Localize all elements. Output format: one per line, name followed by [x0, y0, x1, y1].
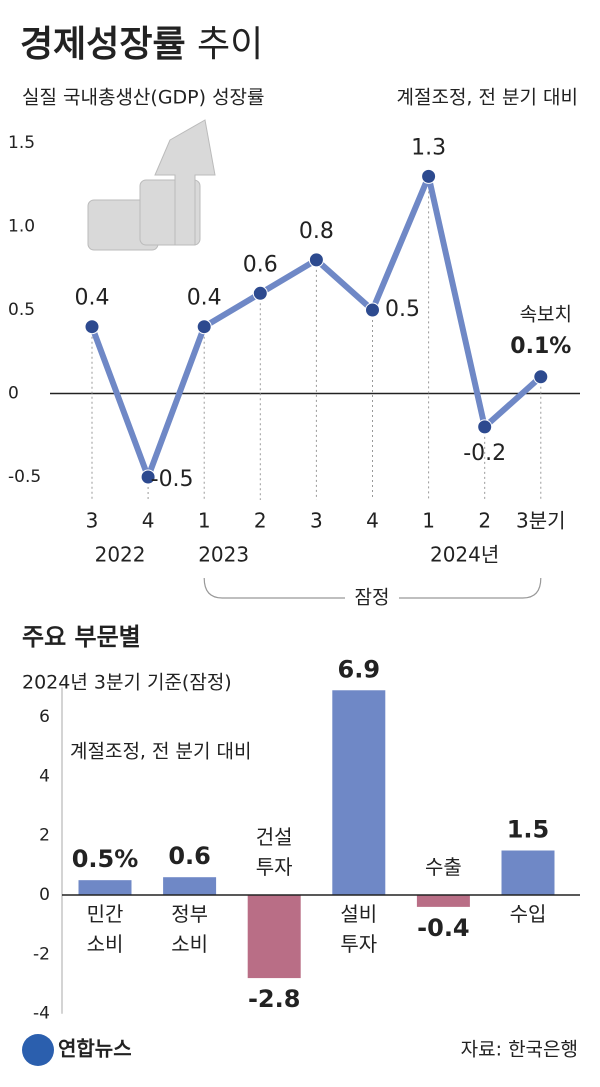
bar-subtitle: 2024년 3분기 기준(잠정) [22, 672, 232, 694]
label-line: 정부 [171, 902, 208, 926]
point [140, 469, 156, 485]
bracket-gap [345, 588, 399, 608]
bar [247, 895, 301, 979]
value-label: 0.5 [385, 297, 420, 322]
value-label: 1.5 [507, 816, 550, 844]
value-label: 0.5% [72, 845, 139, 873]
value-label: 0.4 [187, 286, 222, 311]
icon-arrow [154, 119, 216, 246]
y-tick-label: 0 [8, 384, 19, 404]
x-tick-label: 3 [310, 509, 323, 533]
bracket-label: 잠정 [355, 587, 390, 609]
logo-text: 연합뉴스 [58, 1037, 132, 1061]
bar [416, 895, 470, 907]
bar-note: 계절조정, 전 분기 대비 [70, 741, 251, 763]
point [533, 369, 549, 385]
label-line: 투자 [340, 932, 377, 956]
year-label: 2022 [95, 543, 146, 567]
logo-mark [22, 1034, 54, 1066]
line-note: 계절조정, 전 분기 대비 [397, 87, 578, 109]
point [308, 252, 324, 268]
year-label: 2023 [198, 543, 249, 567]
value-label: -2.8 [248, 985, 300, 1013]
bar [332, 690, 386, 896]
point [421, 168, 437, 184]
value-label: 0.6 [168, 842, 211, 870]
label-line: 투자 [256, 855, 293, 879]
line-subtitle: 실질 국내총생산(GDP) 성장률 [22, 87, 265, 109]
y-tick-label: 0 [39, 885, 50, 905]
value-label: -0.4 [417, 914, 469, 942]
x-tick-label: 4 [366, 509, 379, 533]
gdp-icon [87, 119, 216, 251]
value-label: 0.8 [299, 219, 334, 244]
y-tick-label: 1.0 [8, 217, 35, 237]
value-label: -0.5 [151, 467, 194, 492]
y-tick-label: 6 [39, 707, 50, 727]
bar [163, 877, 217, 896]
y-tick-label: -2 [33, 944, 50, 964]
x-tick-label: 2 [254, 509, 267, 533]
bar [501, 850, 555, 896]
x-tick-label: 3 [86, 509, 99, 533]
y-tick-label: 0.5 [8, 300, 35, 320]
point [252, 285, 268, 301]
label-line: 소비 [87, 932, 124, 956]
label-line: 설비 [340, 902, 377, 926]
title-word: 경제성장률 [20, 24, 186, 65]
x-tick-label: 수출 [425, 855, 462, 879]
bar [78, 880, 132, 896]
label-line: 수입 [510, 902, 547, 926]
title-word: 추이 [186, 24, 264, 65]
annotation: 속보치 [520, 303, 572, 325]
point [477, 419, 493, 435]
bar-title: 주요 부문별 [22, 623, 141, 651]
year-label: 2024년 [430, 543, 499, 567]
source: 자료: 한국은행 [461, 1039, 578, 1061]
point [365, 302, 380, 318]
value-label: 0.6 [243, 252, 278, 277]
y-tick-label: 2 [39, 826, 50, 846]
value-label: 1.3 [411, 135, 446, 160]
y-tick-label: -4 [33, 1004, 50, 1024]
x-tick-label: 1 [198, 509, 211, 533]
main-title: 경제성장률 추이 [20, 24, 263, 65]
y-tick-label: 4 [39, 766, 50, 786]
label-line: 소비 [171, 932, 208, 956]
value-label: 0.4 [75, 286, 110, 311]
label-line: 건설 [256, 825, 293, 849]
x-tick-label: 수입 [510, 902, 547, 926]
point [196, 319, 212, 335]
x-tick-label: 2 [478, 509, 491, 533]
label-line: 수출 [425, 855, 462, 879]
value-label: 0.1% [510, 334, 571, 359]
x-tick-label: 1 [422, 509, 435, 533]
x-tick-label: 4 [142, 509, 155, 533]
x-tick-label: 3분기 [516, 509, 566, 533]
point [84, 319, 100, 335]
y-tick-label: -0.5 [8, 467, 41, 487]
value-label: -0.2 [463, 441, 506, 466]
y-tick-label: 1.5 [8, 133, 35, 153]
value-label: 6.9 [338, 655, 381, 683]
label-line: 민간 [87, 902, 124, 926]
